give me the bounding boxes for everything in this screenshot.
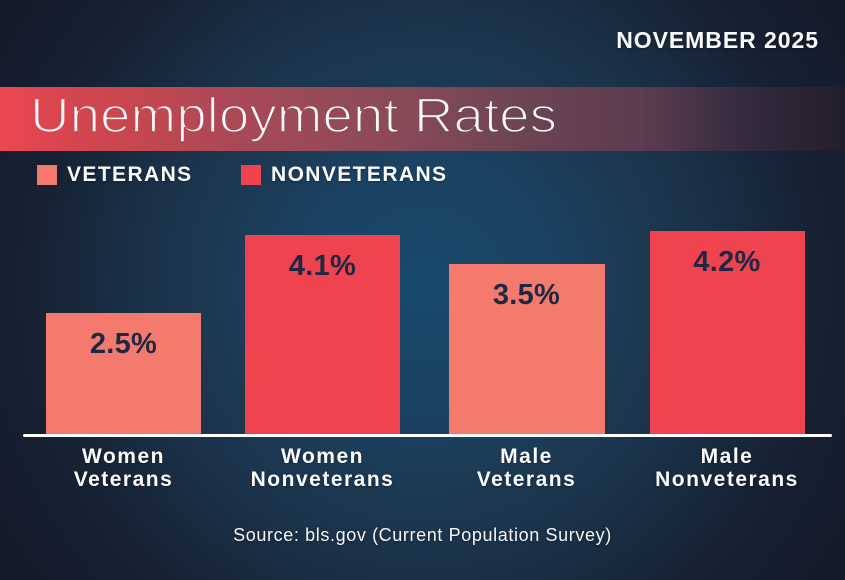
category-label-male-nonveterans: Male Nonveterans (655, 444, 799, 491)
chart-legend: VETERANS NONVETERANS (0, 163, 845, 186)
title-banner-svg: Unemployment Rates (0, 87, 845, 151)
legend-item-nonveterans: NONVETERANS (241, 163, 448, 186)
legend-swatch-nonveterans (241, 165, 261, 185)
bar-male-nonveterans: 4.2% (649, 231, 805, 434)
bar-women-nonveterans: 4.1% (245, 235, 400, 434)
legend-label: NONVETERANS (271, 163, 448, 186)
page-title: Unemployment Rates (30, 89, 557, 143)
category-label-women-veterans: Women Veterans (73, 444, 174, 491)
legend-label: VETERANS (67, 163, 193, 186)
bar-value-label: 2.5% (89, 328, 158, 360)
legend-item-veterans: VETERANS (37, 163, 193, 186)
bar-value-label: 4.2% (693, 246, 761, 278)
bar-value-label: 3.5% (492, 279, 561, 311)
category-label-male-veterans: Male Veterans (476, 444, 577, 491)
title-banner: Unemployment Rates (0, 87, 845, 151)
legend-swatch-veterans (37, 165, 57, 185)
bar-male-veterans: 3.5% (448, 264, 605, 434)
source-note: Source: bls.gov (Current Population Surv… (233, 524, 612, 545)
bar-women-veterans: 2.5% (46, 313, 201, 434)
title-banner-background (0, 87, 845, 151)
date-label: NOVEMBER 2025 (616, 27, 819, 54)
x-axis-line (23, 434, 832, 437)
bar-value-label: 4.1% (288, 250, 357, 282)
category-label-women-nonveterans: Women Nonveterans (250, 444, 395, 491)
